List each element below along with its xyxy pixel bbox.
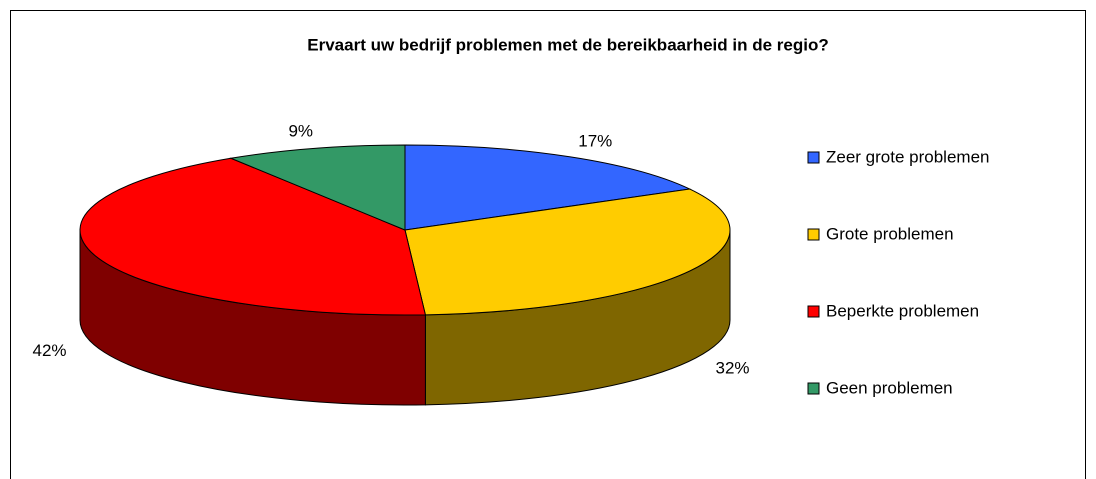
data-label: 32%	[716, 359, 750, 378]
data-label: 42%	[33, 341, 67, 360]
pie-slice	[404, 188, 731, 316]
chart-border	[10, 10, 1086, 479]
legend-label: Grote problemen	[826, 224, 954, 243]
pie-slice	[79, 157, 427, 316]
legend-swatch	[807, 151, 820, 164]
legend-label: Geen problemen	[826, 378, 953, 397]
pie-slice	[404, 144, 692, 231]
chart-title: Ervaart uw bedrijf problemen met de bere…	[307, 35, 828, 54]
legend-swatch	[807, 382, 820, 395]
data-label: 9%	[288, 122, 313, 141]
legend-swatch	[807, 305, 820, 318]
legend-label: Beperkte problemen	[826, 301, 979, 320]
pie-slice	[229, 144, 406, 231]
legend-swatch	[807, 228, 820, 241]
legend-label: Zeer grote problemen	[826, 147, 989, 166]
data-label: 17%	[578, 132, 612, 151]
